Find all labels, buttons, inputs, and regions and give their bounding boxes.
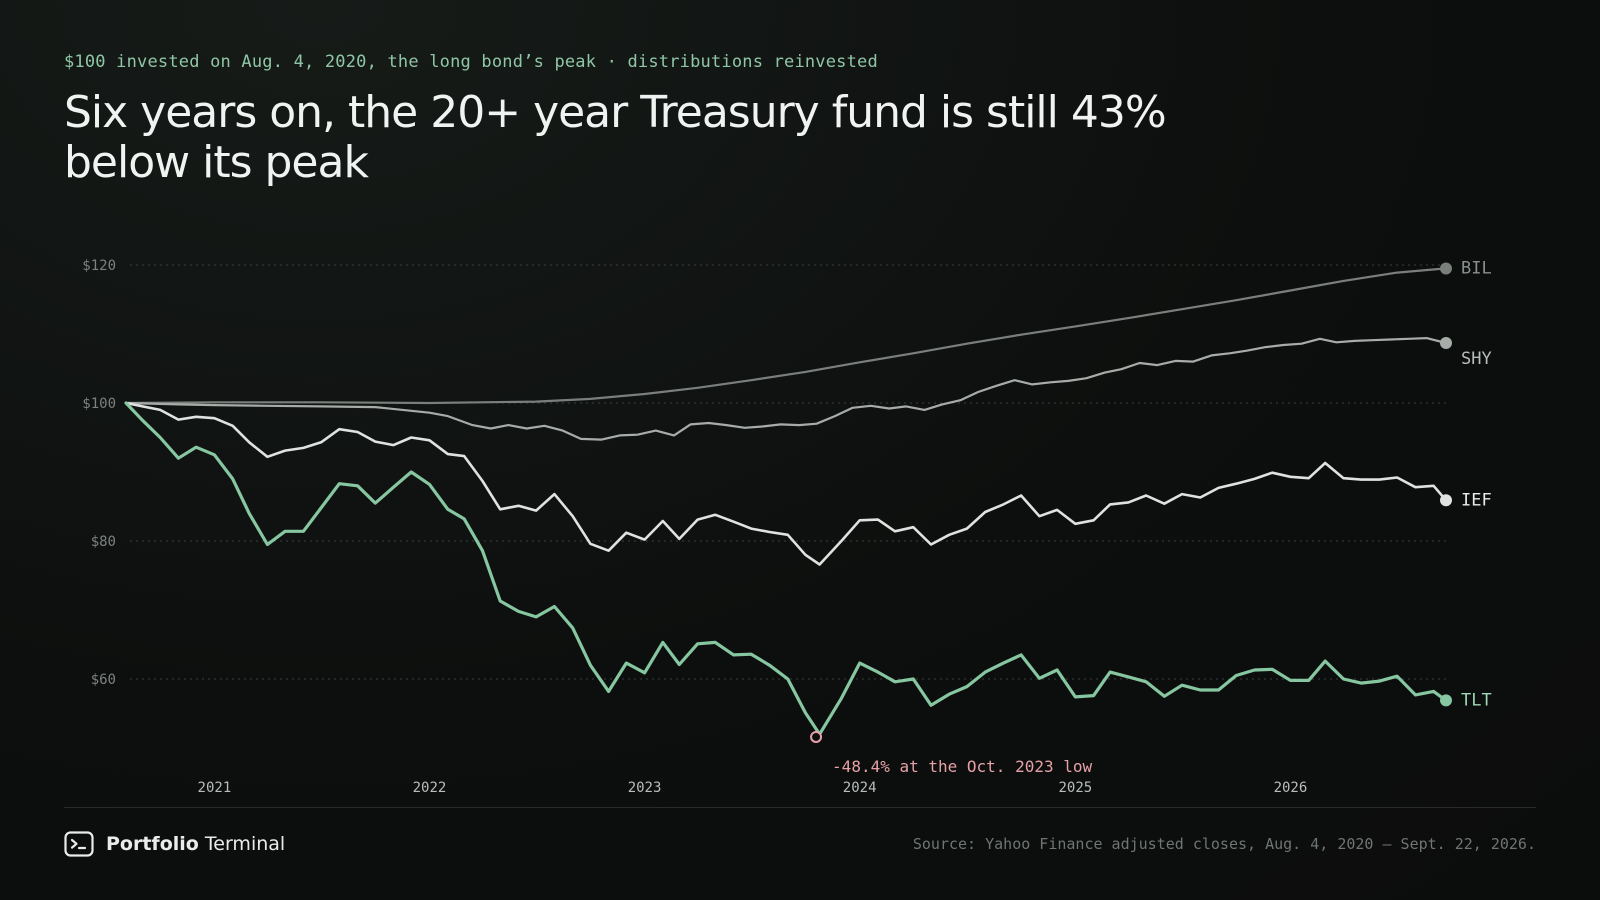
series-end-point-bil — [1440, 262, 1452, 275]
series-end-point-ief — [1440, 494, 1452, 507]
series-line-bil — [124, 267, 1448, 405]
series-end-point-tlt — [1440, 694, 1452, 707]
x-tick-label: 2022 — [413, 780, 447, 796]
y-tick-label: $120 — [82, 258, 116, 274]
series-label-tlt: TLT — [1461, 690, 1492, 710]
x-tick-label: 2024 — [843, 780, 877, 796]
footer-divider — [64, 807, 1536, 808]
series-line-tlt — [124, 401, 1448, 736]
series-label-shy: SHY — [1461, 349, 1492, 369]
brand-name-regular: Terminal — [204, 833, 286, 855]
x-tick-label: 2023 — [628, 780, 662, 796]
annotation-marker — [810, 730, 823, 743]
y-tick-label: $60 — [91, 672, 116, 688]
series-line-ief — [124, 401, 1448, 566]
x-tick-label: 2021 — [198, 780, 232, 796]
line-chart: $120 $100 $80 $60 2021 2022 2023 2024 2025 2026 BI… — [82, 258, 1492, 796]
y-tick-label: $100 — [82, 396, 116, 412]
terminal-prompt-icon — [64, 831, 94, 857]
series-line-shy — [124, 337, 1448, 441]
series-label-bil: BIL — [1461, 258, 1492, 278]
brand-name-bold: Portfolio — [106, 833, 199, 855]
series-end-point-shy — [1440, 336, 1452, 349]
annotation-label: -48.4% at the Oct. 2023 low — [832, 757, 1092, 776]
brand-logo: Portfolio Terminal — [64, 829, 285, 859]
x-tick-label: 2026 — [1274, 780, 1308, 796]
x-tick-label: 2025 — [1058, 780, 1092, 796]
source-note: Source: Yahoo Finance adjusted closes, A… — [912, 835, 1536, 853]
chart-headline: Six years on, the 20+ year Treasury fund… — [64, 87, 1167, 188]
brand-name: Portfolio Terminal — [106, 833, 285, 855]
chart-kicker: $100 invested on Aug. 4, 2020, the long … — [64, 52, 878, 72]
series-label-ief: IEF — [1461, 490, 1492, 510]
y-tick-label: $80 — [91, 534, 116, 550]
